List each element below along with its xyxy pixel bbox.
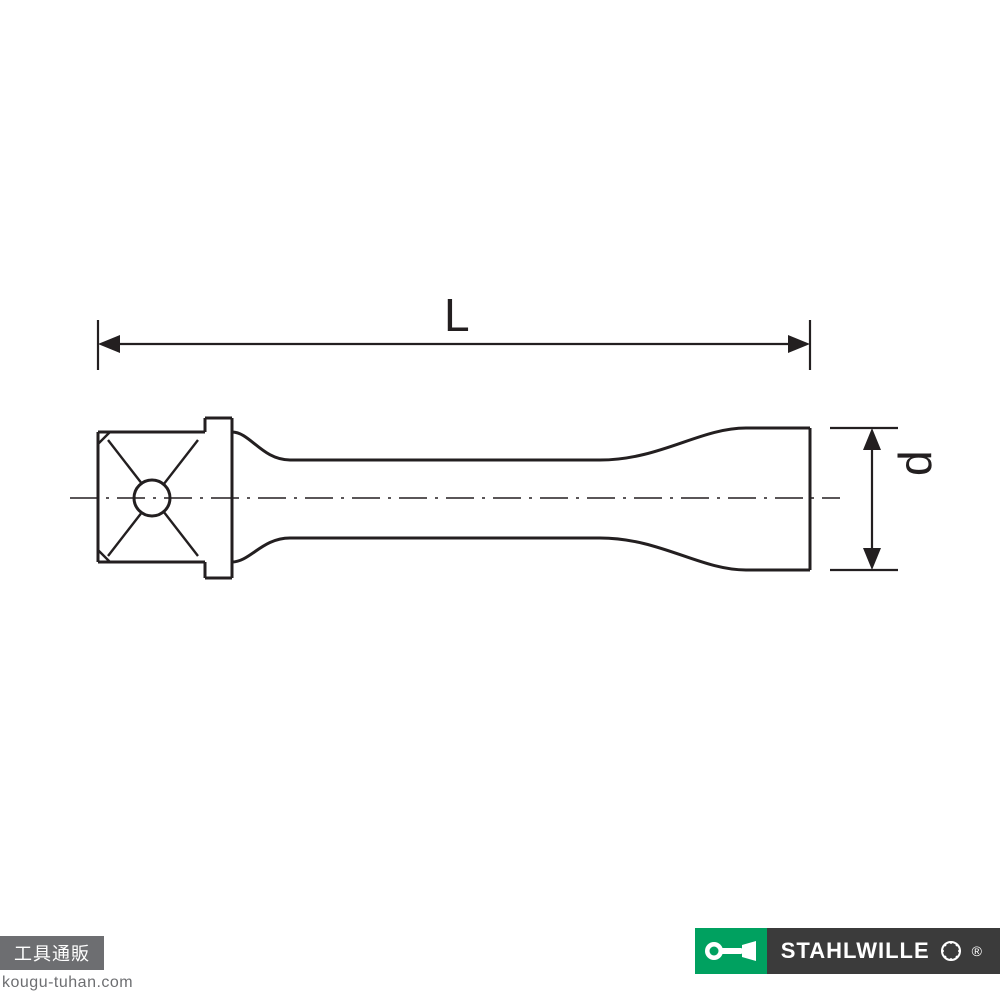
length-label: L — [444, 288, 470, 342]
diameter-label: d — [888, 450, 942, 476]
brand-name: STAHLWILLE — [781, 938, 930, 964]
technical-drawing — [0, 0, 1000, 1000]
brand-wrench-icon — [695, 928, 767, 974]
registered-mark: ® — [972, 943, 982, 959]
brand-badge: STAHLWILLE ® — [695, 928, 1000, 974]
watermark-badge: 工具通販 — [0, 936, 104, 970]
brand-right-panel: STAHLWILLE ® — [767, 928, 1000, 974]
gear-icon — [940, 940, 962, 962]
watermark-url: kougu-tuhan.com — [2, 974, 133, 992]
